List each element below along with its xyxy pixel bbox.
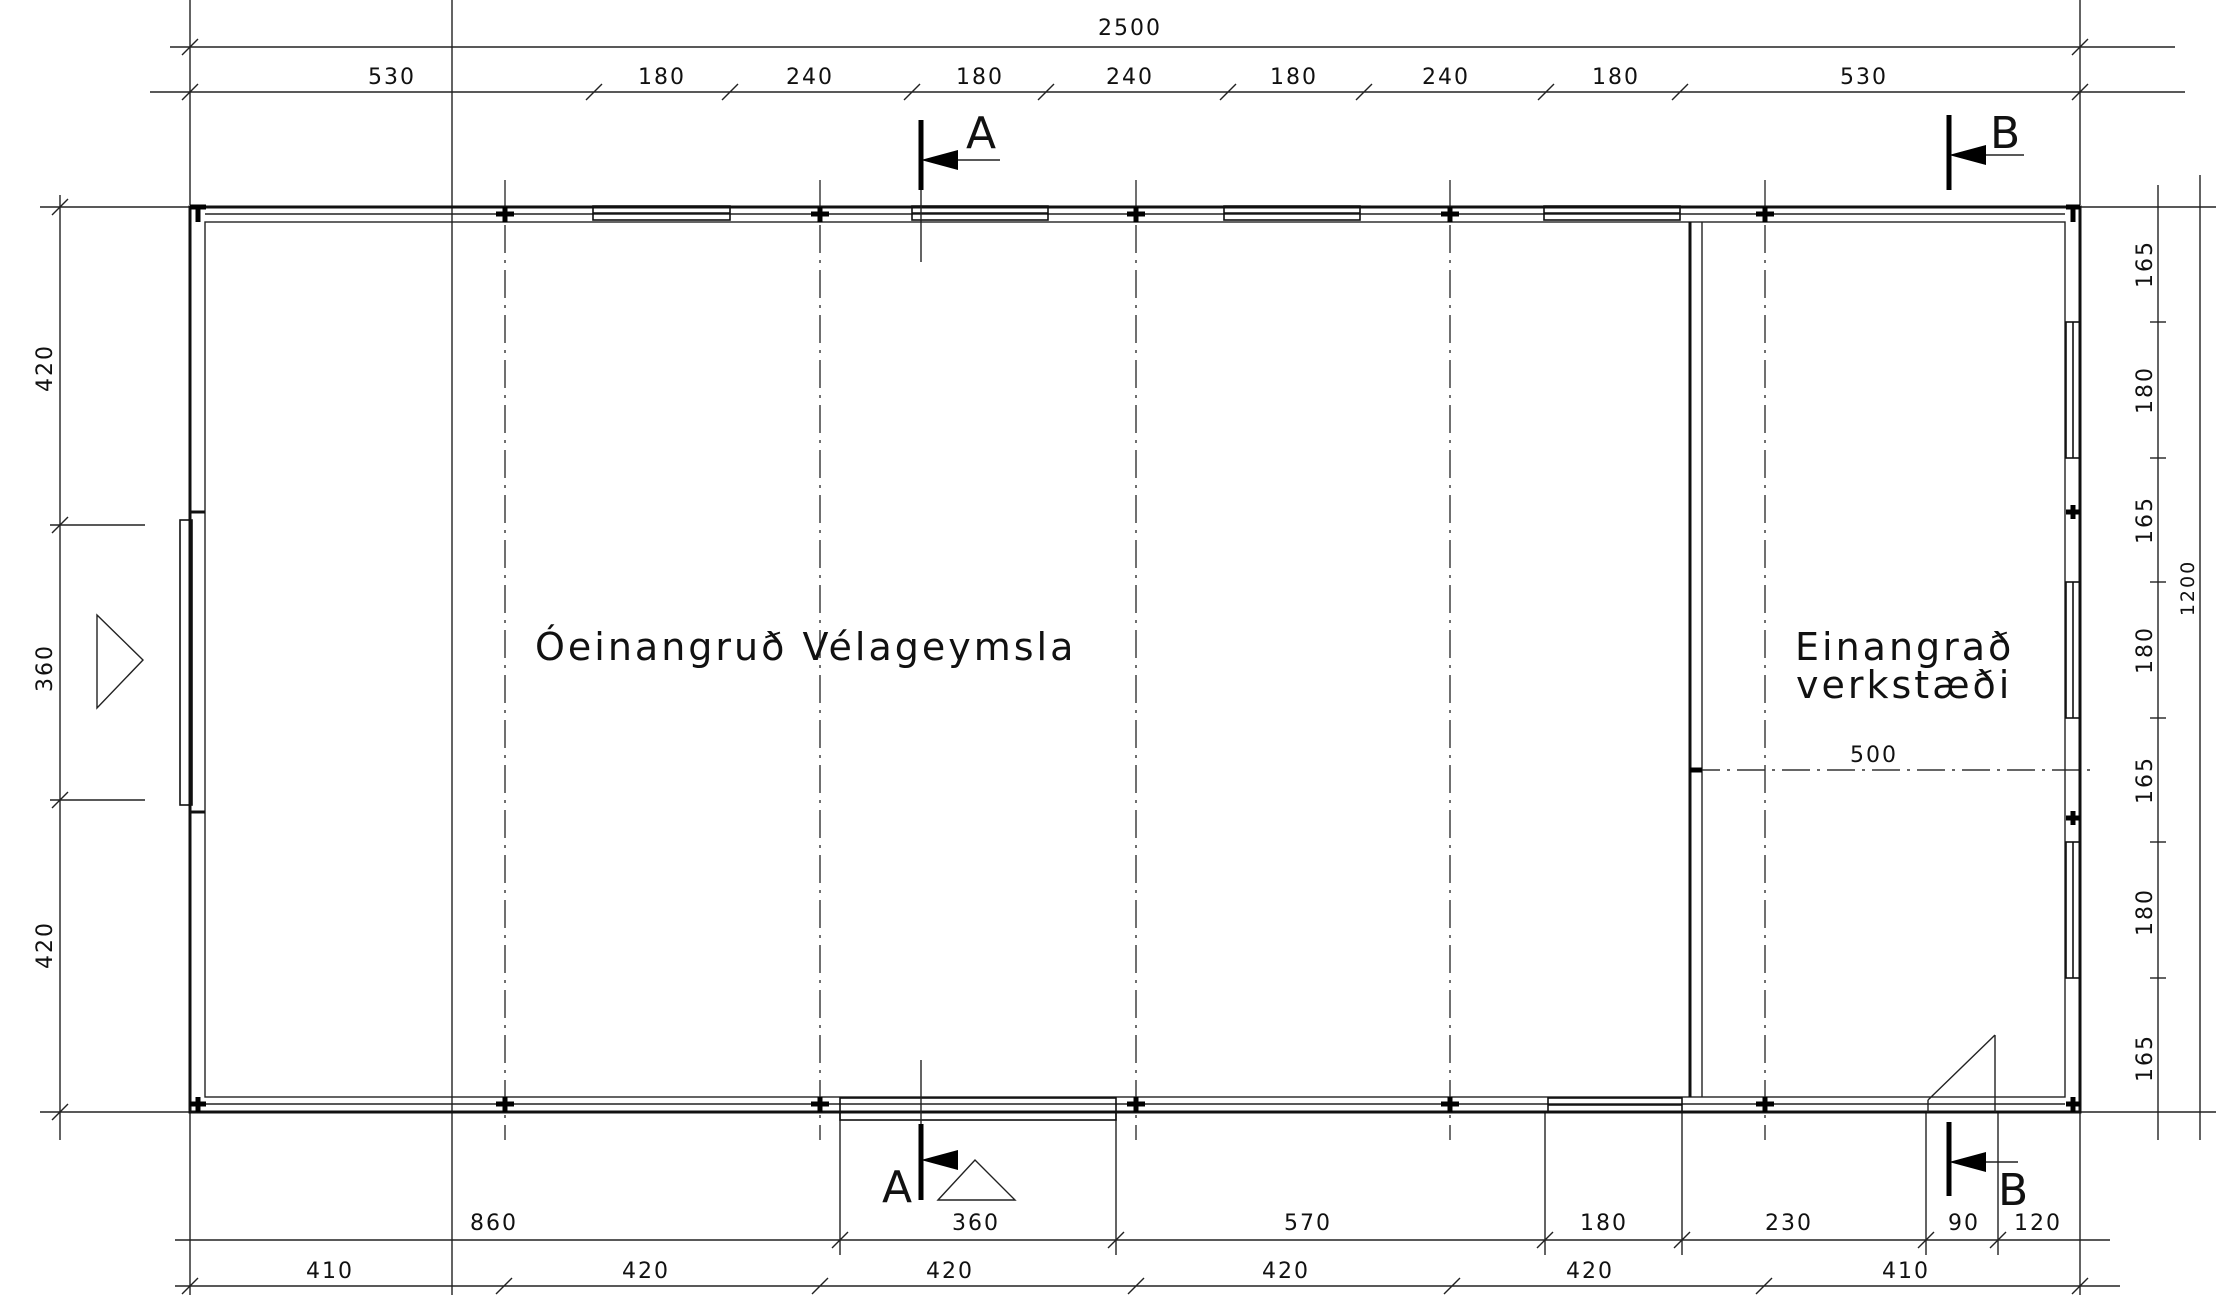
room-label-workshop-2: verkstæði <box>1796 663 2012 707</box>
dim-bottom-seg: 570 <box>1284 1211 1332 1236</box>
section-label-b-top: B <box>1990 108 2020 159</box>
section-marker-a <box>918 120 1000 1200</box>
dim-bottom-seg: 420 <box>926 1259 974 1284</box>
dim-right-seg: 180 <box>2133 366 2158 414</box>
dim-bottom-seg: 90 <box>1948 1211 1980 1236</box>
section-label-a-top: A <box>966 108 996 159</box>
dim-top-seg: 180 <box>638 65 686 90</box>
dim-right-total: 1200 <box>2177 560 2199 616</box>
dim-left-seg: 420 <box>33 344 58 392</box>
top-dimension-lines <box>150 0 2185 1295</box>
dim-top-seg: 180 <box>956 65 1004 90</box>
dim-bottom-seg: 180 <box>1580 1211 1628 1236</box>
dim-bottom-seg: 420 <box>622 1259 670 1284</box>
dim-top-seg: 180 <box>1270 65 1318 90</box>
room-label-workshop-1: Einangrað <box>1795 625 2014 669</box>
dim-right-seg: 165 <box>2133 496 2158 544</box>
bottom-dimension-lines <box>175 1112 2120 1295</box>
right-dimension-lines <box>2080 175 2216 1140</box>
dim-top-seg: 530 <box>368 65 416 90</box>
section-marker-b <box>1946 115 2024 1196</box>
dim-top-total: 2500 <box>1098 16 1162 41</box>
dim-bottom-seg: 410 <box>306 1259 354 1284</box>
dim-top-seg: 240 <box>786 65 834 90</box>
section-label-b-bottom: B <box>1998 1165 2028 1216</box>
dim-right-seg: 180 <box>2133 626 2158 674</box>
windows <box>592 205 2081 1113</box>
section-label-a-bottom: A <box>882 1162 912 1213</box>
dim-top-seg: 240 <box>1106 65 1154 90</box>
dim-right-seg: 165 <box>2133 1034 2158 1082</box>
dim-bottom-seg: 860 <box>470 1211 518 1236</box>
dim-left-seg: 360 <box>33 644 58 692</box>
grid-axes <box>504 180 2090 1140</box>
dim-bottom-seg: 230 <box>1765 1211 1813 1236</box>
column-markers <box>190 204 2080 1112</box>
dim-bottom-row1: 860 360 570 180 230 90 120 <box>470 1211 2062 1236</box>
entrance-arrow-left <box>96 613 144 710</box>
dim-top-seg: 530 <box>1840 65 1888 90</box>
dim-right-seg: 180 <box>2133 888 2158 936</box>
dim-bottom-seg: 420 <box>1566 1259 1614 1284</box>
dim-bottom-row2: 410 420 420 420 420 410 <box>306 1259 1930 1284</box>
dim-bottom-seg: 360 <box>952 1211 1000 1236</box>
doors <box>179 510 1996 1121</box>
dim-bottom-seg: 120 <box>2014 1211 2062 1236</box>
room-label-storage: Óeinangruð Vélageymsla <box>535 625 1076 669</box>
left-dimension-lines <box>40 195 200 1140</box>
dim-bottom-seg: 420 <box>1262 1259 1310 1284</box>
dim-bottom-seg: 410 <box>1882 1259 1930 1284</box>
dim-top-seg: 180 <box>1592 65 1640 90</box>
dim-right-seg: 165 <box>2133 240 2158 288</box>
dim-left-seg: 420 <box>33 921 58 969</box>
dim-interior-workshop: 500 <box>1850 743 1898 768</box>
entrance-arrow-bottom <box>936 1158 1017 1201</box>
dim-right-seg: 165 <box>2133 756 2158 804</box>
dim-top-seg: 240 <box>1422 65 1470 90</box>
dim-top-segments: 530 180 240 180 240 180 240 180 530 <box>368 65 1888 90</box>
